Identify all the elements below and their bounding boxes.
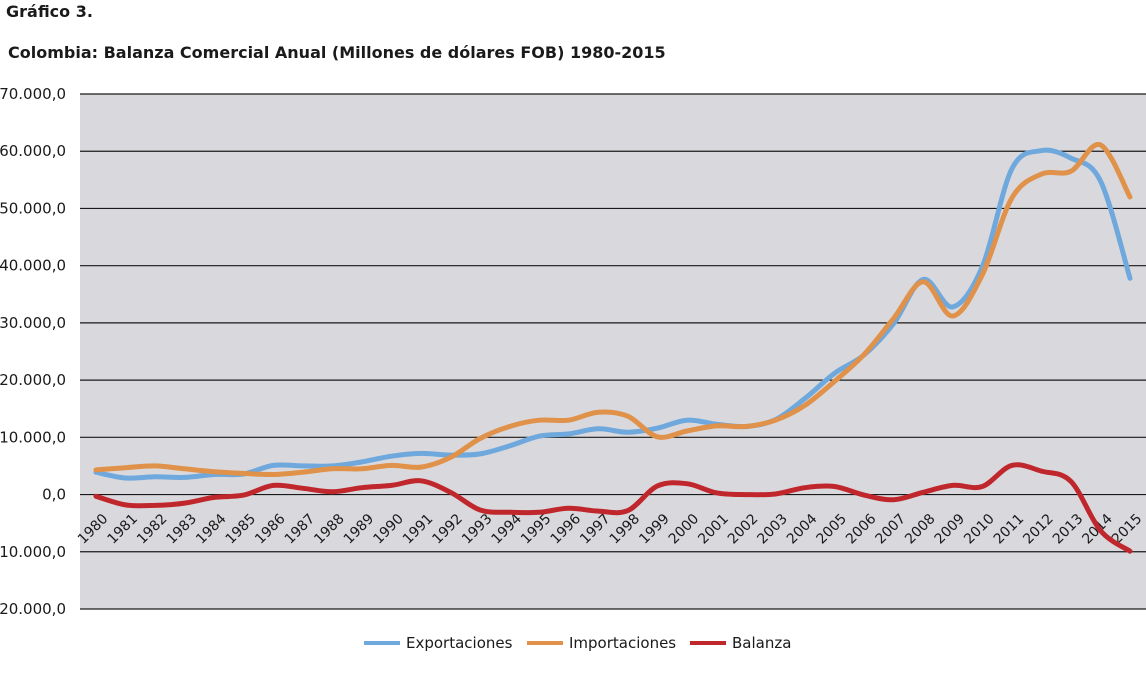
legend-swatch-balanza [690,641,726,645]
figure-label: Gráfico 3. [6,2,93,21]
y-tick-label: 60.000,0 [0,142,66,160]
y-tick-label: -10.000,0 [0,543,66,561]
legend-item-balanza: Balanza [690,634,791,652]
plot-area [80,94,1146,609]
y-tick-label: 20.000,0 [0,371,66,389]
line-chart: 70.000,0 60.000,0 50.000,0 40.000,0 30.000,0… [0,85,1146,618]
legend-label-exportaciones: Exportaciones [406,634,513,652]
y-tick-label: 50.000,0 [0,199,66,217]
y-tick-label: -20.000,0 [0,600,66,618]
legend-swatch-importaciones [527,641,563,645]
legend-swatch-exportaciones [364,641,400,645]
y-tick-label: 30.000,0 [0,314,66,332]
y-tick-label: 70.000,0 [0,85,66,103]
legend-item-importaciones: Importaciones [527,634,676,652]
legend-label-importaciones: Importaciones [569,634,677,652]
legend-label-balanza: Balanza [732,634,792,652]
series-line-importaciones [93,142,1133,478]
legend-item-exportaciones: Exportaciones [364,634,512,652]
series-line-balanza [93,462,1133,554]
series-line-exportaciones [93,147,1133,481]
y-tick-label: 0,0 [42,486,66,504]
chart-legend: Exportaciones Importaciones Balanza [0,634,1146,658]
chart-title: Colombia: Balanza Comercial Anual (Millo… [8,43,666,62]
y-tick-label: 10.000,0 [0,428,66,446]
y-tick-label: 40.000,0 [0,257,66,275]
